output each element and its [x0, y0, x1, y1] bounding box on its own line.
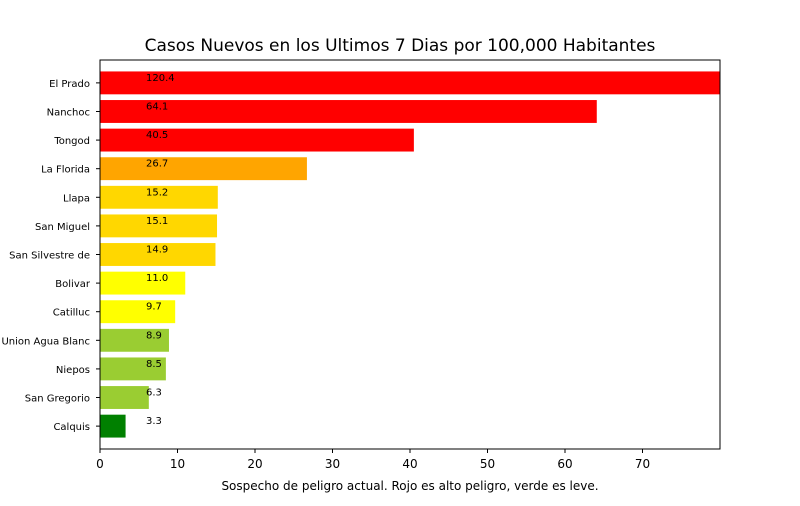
bar — [100, 271, 186, 295]
data-label: 15.2 — [146, 187, 168, 198]
x-tick-label: 0 — [96, 457, 104, 471]
bar — [100, 243, 216, 266]
data-label: 40.5 — [146, 130, 168, 141]
chart-title: Casos Nuevos en los Ultimos 7 Dias por 1… — [145, 36, 656, 56]
x-tick-label: 30 — [325, 457, 340, 471]
x-tick-label: 50 — [480, 457, 495, 471]
data-labels-group: 120.4 64.1 40.5 26.7 15.2 15.1 14.9 11.0 9.7 8.9 8… — [146, 73, 175, 427]
bar — [100, 328, 169, 352]
data-label: 11.0 — [146, 273, 168, 284]
y-tick-label: Union Agua Blanc — [1, 336, 90, 347]
bar — [100, 386, 149, 409]
y-tick-label: Bolivar — [55, 279, 91, 290]
data-label: 120.4 — [146, 73, 175, 84]
x-tick-label: 10 — [170, 457, 185, 471]
y-axis: El Prado Nanchoc Tongod La Florida Llapa San … — [1, 79, 100, 433]
y-tick-label: Catilluc — [53, 308, 90, 319]
x-axis-label: Sospecho de peligro actual. Rojo es alto… — [221, 479, 598, 493]
data-label: 8.5 — [146, 359, 162, 370]
y-tick-label: San Miguel — [35, 222, 90, 233]
bar — [100, 185, 218, 209]
y-tick-label: San Silvestre de — [9, 251, 90, 262]
y-tick-label: Niepos — [56, 365, 90, 376]
bar — [100, 128, 414, 152]
y-tick-label: Nanchoc — [47, 107, 90, 118]
data-label: 3.3 — [146, 416, 162, 427]
x-tick-label: 40 — [402, 457, 417, 471]
y-tick-label: San Gregorio — [25, 394, 90, 405]
x-tick-label: 60 — [557, 457, 572, 471]
bar — [100, 71, 720, 95]
data-label: 9.7 — [146, 302, 162, 313]
y-tick-label: Tongod — [53, 136, 90, 147]
bar — [100, 100, 597, 123]
bars-group — [100, 71, 720, 438]
y-tick-label: La Florida — [41, 165, 90, 176]
bar — [100, 357, 166, 381]
bar — [100, 214, 218, 238]
data-label: 6.3 — [146, 388, 162, 399]
data-label: 15.1 — [146, 216, 168, 227]
data-label: 26.7 — [146, 159, 168, 170]
bar — [100, 157, 307, 181]
x-axis: 0 10 20 30 40 50 60 70 — [96, 449, 650, 471]
y-tick-label: Calquis — [53, 422, 90, 433]
bar — [100, 300, 176, 324]
plot-frame — [99, 59, 721, 450]
data-label: 64.1 — [146, 101, 168, 112]
x-tick-label: 70 — [635, 457, 650, 471]
data-label: 8.9 — [146, 330, 162, 341]
y-tick-label: El Prado — [49, 79, 90, 90]
bar — [100, 414, 126, 438]
data-label: 14.9 — [146, 245, 168, 256]
x-tick-label: 20 — [247, 457, 262, 471]
y-tick-label: Llapa — [63, 193, 90, 204]
